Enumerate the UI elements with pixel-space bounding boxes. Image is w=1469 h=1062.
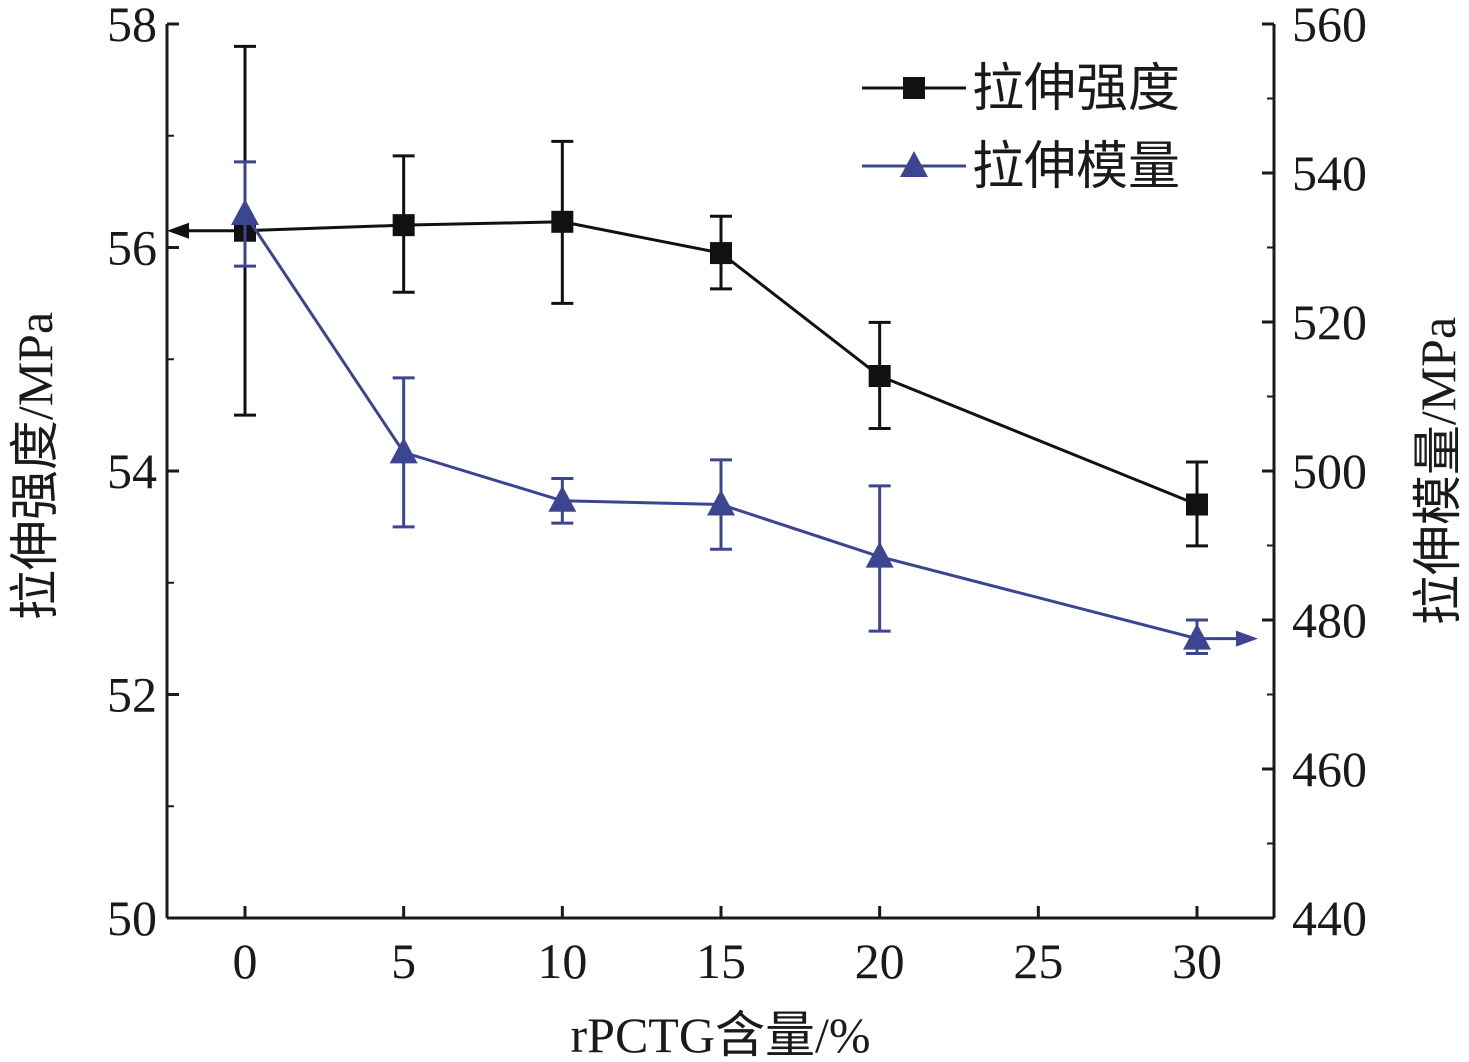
data-point — [868, 365, 891, 388]
legend-marker — [903, 77, 925, 99]
series-layer — [167, 44, 1258, 656]
data-point — [551, 210, 574, 233]
x-tick-label: 5 — [391, 933, 416, 989]
data-point — [865, 541, 894, 568]
series-1 — [167, 44, 1208, 548]
right-y-tick-label: 560 — [1292, 0, 1367, 52]
legend-item-2: 拉伸模量 — [862, 139, 1180, 196]
left-y-tick-label: 52 — [107, 667, 157, 723]
series-line — [243, 213, 1198, 641]
data-point — [231, 198, 259, 225]
data-point — [1186, 493, 1208, 516]
left-y-tick-label: 50 — [107, 890, 157, 946]
legend-marker — [900, 151, 928, 177]
right-y-tick-label: 540 — [1292, 145, 1367, 201]
x-tick-label: 20 — [855, 933, 905, 989]
right-y-tick-label: 520 — [1292, 294, 1367, 350]
data-point — [1183, 623, 1211, 650]
axis-arrow-head — [167, 222, 189, 239]
left-y-tick-label: 54 — [107, 443, 157, 499]
left-y-axis-title: 拉伸强度/MPa — [7, 312, 63, 620]
data-point — [710, 242, 732, 265]
right-y-tick-label: 480 — [1292, 592, 1367, 648]
data-point — [389, 437, 418, 464]
x-tick-label: 25 — [1013, 933, 1063, 989]
right-y-axis-title: 拉伸模量/MPa — [1410, 317, 1466, 625]
series-line — [244, 220, 1198, 506]
data-point — [707, 489, 735, 516]
x-tick-label: 15 — [696, 933, 746, 989]
data-point — [548, 485, 577, 512]
right-y-tick-label: 440 — [1292, 890, 1367, 946]
axes: 0 5 10 15 20 25 30 50 52 54 56 58 440 460 480 500 520 540… — [7, 0, 1466, 1062]
legend-label: 拉伸模量 — [972, 139, 1180, 196]
series-2 — [231, 160, 1258, 656]
left-y-tick-label: 56 — [107, 220, 157, 276]
right-y-tick-label: 460 — [1292, 741, 1367, 797]
axis-arrow-head — [1236, 630, 1258, 647]
x-tick-label: 30 — [1172, 933, 1222, 989]
legend-label: 拉伸强度 — [972, 61, 1180, 118]
data-point — [392, 214, 415, 237]
legend-item-1: 拉伸强度 — [862, 61, 1180, 118]
x-tick-label: 0 — [233, 933, 258, 989]
left-y-tick-label: 58 — [107, 0, 157, 52]
x-axis-title: rPCTG含量/% — [571, 1007, 871, 1062]
right-y-tick-label: 500 — [1292, 443, 1367, 499]
x-tick-label: 10 — [537, 933, 587, 989]
